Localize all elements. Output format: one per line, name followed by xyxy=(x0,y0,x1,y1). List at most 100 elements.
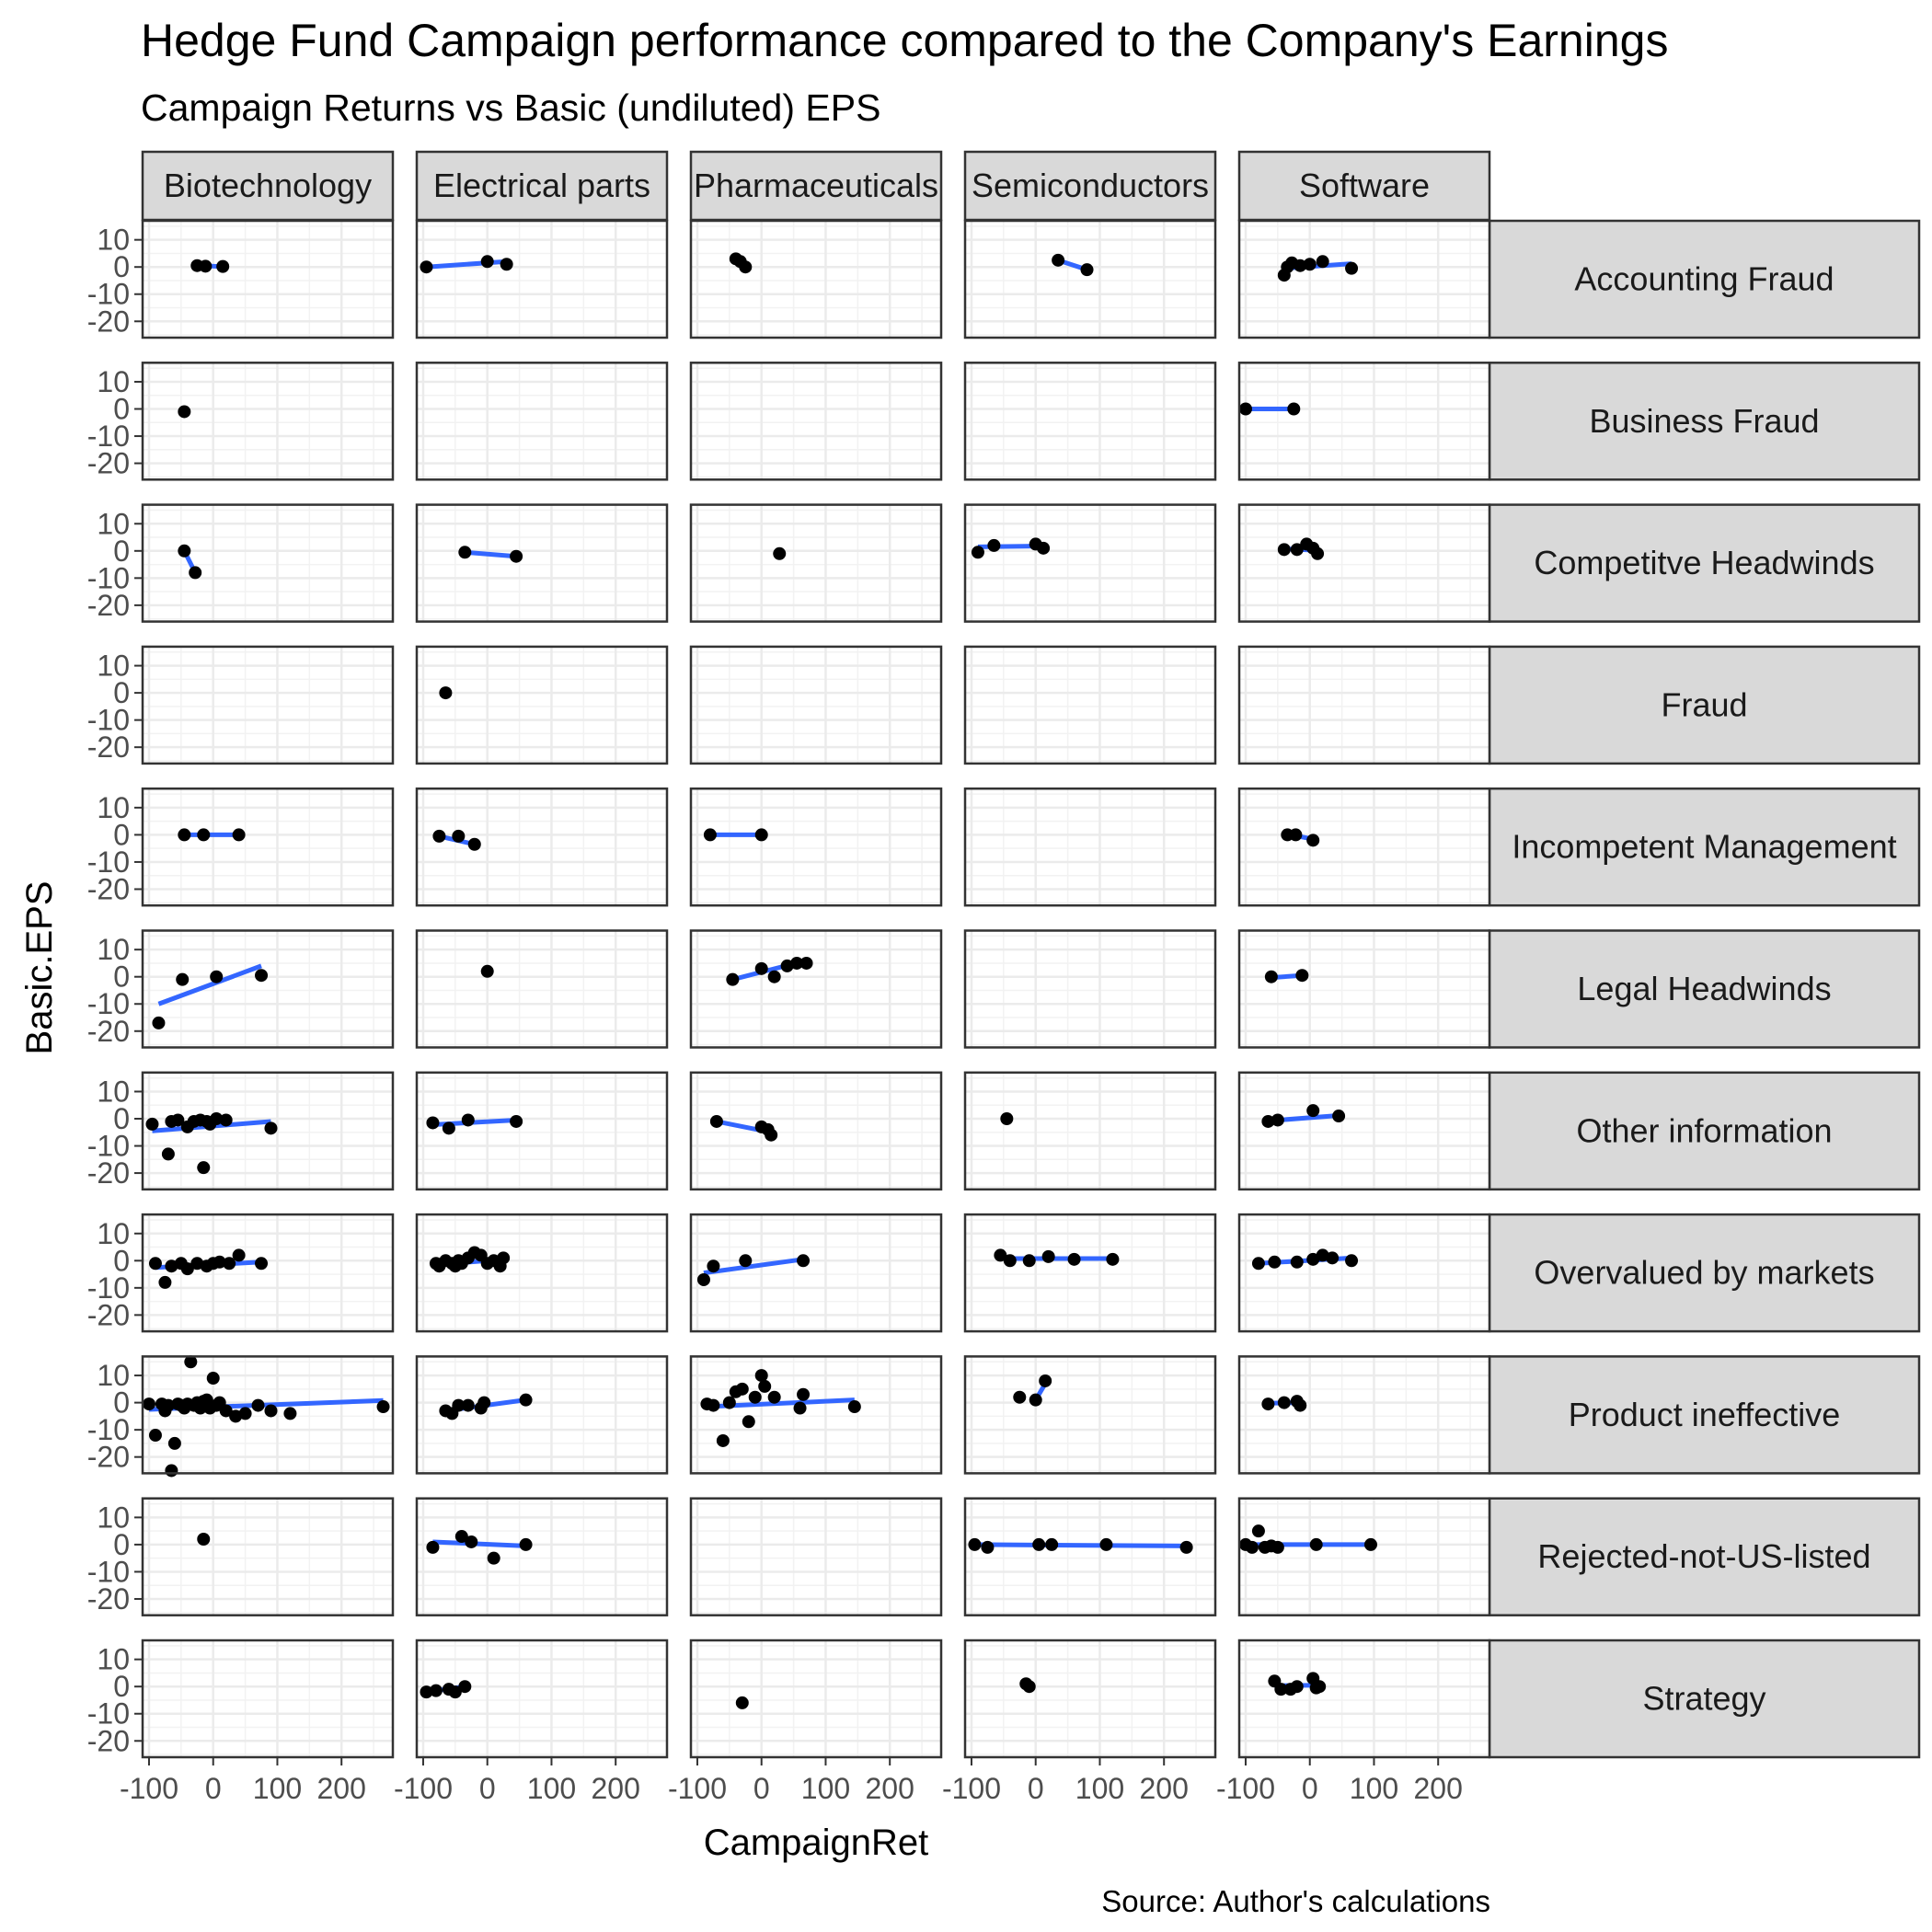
y-tick-label: 10 xyxy=(97,650,130,683)
data-point xyxy=(480,964,494,978)
data-point xyxy=(439,686,453,700)
panel-border xyxy=(689,787,943,907)
panel-background xyxy=(417,362,667,480)
panel-border xyxy=(141,503,395,623)
data-point xyxy=(180,1262,194,1276)
data-point xyxy=(178,405,191,419)
panel-background xyxy=(143,646,393,764)
panel-border xyxy=(963,929,1217,1049)
panel-border xyxy=(415,1497,669,1616)
panel-background xyxy=(691,1356,941,1474)
x-tick-label: 100 xyxy=(1350,1772,1398,1805)
panel-background xyxy=(965,1498,1215,1616)
data-point xyxy=(158,1275,172,1289)
data-point xyxy=(167,1436,181,1450)
row-strip xyxy=(1488,929,1921,1049)
panel-border xyxy=(689,645,943,765)
data-point xyxy=(452,829,466,843)
y-tick-label: 10 xyxy=(97,507,130,540)
data-point xyxy=(1045,1537,1059,1551)
data-point xyxy=(793,1401,807,1415)
y-tick-label: -10 xyxy=(87,704,130,737)
data-point xyxy=(1245,1540,1259,1554)
panel-background xyxy=(1239,1498,1489,1616)
data-point xyxy=(232,828,246,842)
panel-legal-headwinds-pharmaceuticals xyxy=(726,956,813,986)
panel-border xyxy=(1237,1355,1491,1475)
panel-competitve-headwinds-electrical-parts xyxy=(458,546,523,563)
data-point xyxy=(420,1685,433,1699)
panel-border xyxy=(141,787,395,907)
data-point xyxy=(1022,1254,1036,1268)
data-point xyxy=(1261,1397,1275,1411)
data-point xyxy=(178,828,191,842)
panel-border xyxy=(689,1355,943,1475)
data-point xyxy=(376,1400,390,1414)
data-point xyxy=(145,1117,159,1131)
data-point xyxy=(1238,402,1252,416)
data-point xyxy=(1080,263,1094,277)
data-point xyxy=(1268,1255,1282,1269)
data-point xyxy=(510,1114,523,1128)
panels-layer: Biotechnology Electrical parts Pharmaceuti… xyxy=(87,150,1921,1805)
column-strip xyxy=(141,150,395,222)
data-point xyxy=(255,1257,269,1271)
chart-subtitle: Campaign Returns vs Basic (undiluted) EP… xyxy=(141,86,880,129)
panel-border xyxy=(415,1639,669,1759)
row-strip-label: Incompetent Management xyxy=(1512,828,1896,866)
x-tick-label: -100 xyxy=(120,1772,178,1805)
panel-border xyxy=(415,645,669,765)
y-tick-label: -20 xyxy=(87,305,130,338)
panel-border xyxy=(963,1071,1217,1191)
data-point xyxy=(754,1369,768,1383)
data-point xyxy=(735,1696,749,1709)
panel-background xyxy=(965,1640,1215,1757)
panel-background xyxy=(965,504,1215,622)
data-point xyxy=(1363,1537,1377,1551)
panel-border xyxy=(141,1639,395,1759)
panel-background xyxy=(691,646,941,764)
column-strip-label: Biotechnology xyxy=(164,167,372,204)
panel-border xyxy=(689,362,943,481)
data-point xyxy=(448,1685,462,1699)
y-tick-label: -10 xyxy=(87,845,130,879)
data-point xyxy=(184,1355,198,1369)
y-tick-label: 10 xyxy=(97,224,130,257)
data-point xyxy=(767,970,781,983)
y-tick-label: 0 xyxy=(113,1386,130,1420)
row-strip-label: Legal Headwinds xyxy=(1577,970,1831,1007)
data-point xyxy=(1306,1104,1320,1118)
y-tick-label: -20 xyxy=(87,447,130,480)
y-tick-label: -10 xyxy=(87,561,130,594)
data-point xyxy=(1003,1254,1017,1268)
data-point xyxy=(722,1396,736,1409)
panel-background xyxy=(143,930,393,1048)
data-point xyxy=(1290,1255,1304,1269)
panel-business-fraud-software xyxy=(1238,402,1301,416)
panel-border xyxy=(1237,929,1491,1049)
panel-background xyxy=(965,1072,1215,1190)
panel-background xyxy=(417,221,667,338)
panel-border xyxy=(963,1497,1217,1616)
data-point xyxy=(487,1551,500,1565)
panel-accounting-fraud-pharmaceuticals xyxy=(729,252,753,274)
data-point xyxy=(189,566,202,580)
panel-border xyxy=(1237,645,1491,765)
data-point xyxy=(1277,543,1291,557)
data-point xyxy=(773,546,787,560)
x-tick-label: 200 xyxy=(317,1772,366,1805)
data-point xyxy=(739,260,753,274)
data-point xyxy=(707,1398,720,1412)
data-point xyxy=(426,1116,440,1130)
data-point xyxy=(1029,1393,1042,1407)
data-point xyxy=(1000,1112,1014,1126)
row-strip-label: Fraud xyxy=(1661,685,1747,723)
panel-background xyxy=(965,930,1215,1048)
panel-background xyxy=(1239,646,1489,764)
panel-border xyxy=(141,219,395,339)
data-point xyxy=(1311,546,1325,560)
regression-line xyxy=(157,963,262,1006)
data-point xyxy=(454,1530,468,1544)
data-point xyxy=(716,1433,730,1447)
x-tick-label: -100 xyxy=(668,1772,727,1805)
